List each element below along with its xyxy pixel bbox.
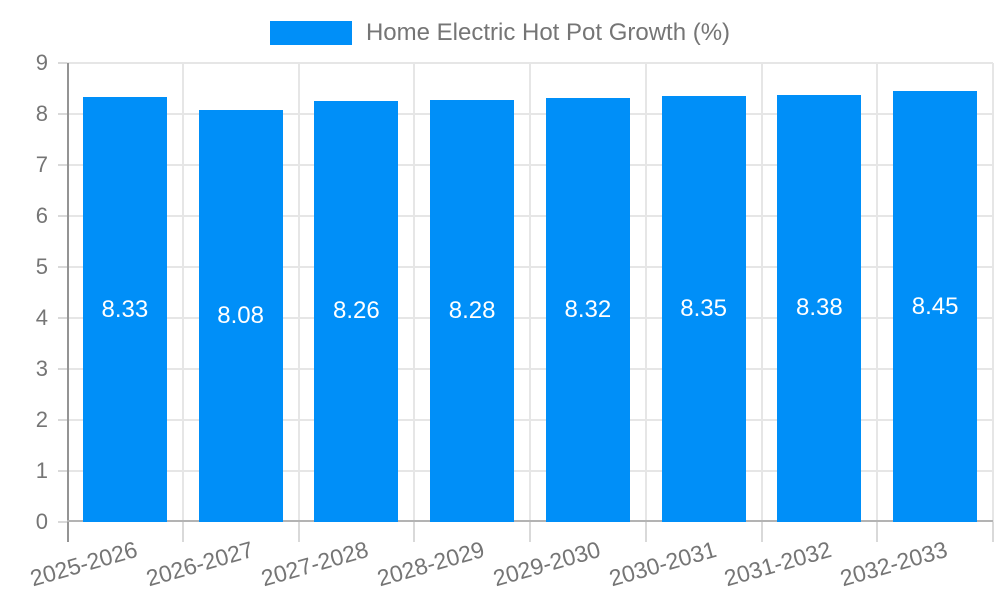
y-tick-label: 4 xyxy=(35,305,48,330)
y-tick-mark xyxy=(58,215,67,217)
y-tick-mark xyxy=(58,368,67,370)
v-gridline xyxy=(644,63,647,522)
bar-2029-2030[interactable] xyxy=(545,97,630,522)
v-gridline xyxy=(760,63,763,522)
x-tick-mark xyxy=(413,522,416,542)
x-tick-mark xyxy=(297,522,300,542)
y-tick-label: 6 xyxy=(35,203,48,228)
bar-2031-2032[interactable] xyxy=(777,94,862,522)
y-tick-label: 7 xyxy=(35,152,48,177)
bar-2030-2031[interactable] xyxy=(661,96,746,522)
y-tick-label: 1 xyxy=(35,458,48,483)
x-tick-mark xyxy=(992,522,994,542)
bar-value-label: 8.35 xyxy=(680,295,727,323)
bar-value-label: 8.33 xyxy=(101,295,149,323)
y-tick-mark xyxy=(58,62,67,64)
x-tick-mark xyxy=(760,522,763,542)
y-tick-label: 8 xyxy=(35,101,48,126)
bar-2032-2033[interactable] xyxy=(893,91,978,522)
bar-2025-2026[interactable] xyxy=(82,97,167,522)
y-tick-mark xyxy=(58,419,67,421)
x-tick-mark xyxy=(181,522,184,542)
legend-label: Home Electric Hot Pot Growth (%) xyxy=(365,19,731,46)
legend[interactable]: Home Electric Hot Pot Growth (%) xyxy=(0,20,1000,46)
y-tick-mark xyxy=(58,164,67,166)
x-tick-label: 2029-2030 xyxy=(490,536,604,592)
bar-2026-2027[interactable] xyxy=(198,109,283,522)
legend-swatch-icon xyxy=(269,21,352,45)
bar-value-label: 8.08 xyxy=(217,301,264,329)
bar-value-label: 8.28 xyxy=(448,296,496,324)
x-tick-label: 2032-2033 xyxy=(837,536,951,592)
y-tick-label: 2 xyxy=(35,407,48,432)
x-tick-mark xyxy=(529,522,531,542)
x-tick-mark xyxy=(876,522,879,542)
x-tick-label: 2026-2027 xyxy=(142,536,256,592)
x-tick-label: 2025-2026 xyxy=(27,536,141,592)
bar-value-label: 8.38 xyxy=(796,294,843,322)
v-gridline xyxy=(297,63,300,522)
v-gridline xyxy=(529,63,531,522)
v-gridline xyxy=(992,63,994,522)
x-tick-label: 2028-2029 xyxy=(374,536,488,592)
y-tick-mark xyxy=(58,521,67,523)
y-tick-mark xyxy=(58,470,67,472)
bar-value-label: 8.26 xyxy=(333,297,380,325)
bar-value-label: 8.32 xyxy=(564,295,612,323)
plot-area: 8.33 8.08 8.26 8.28 8.32 8.35 8.38 8.45 xyxy=(58,62,994,542)
v-gridline xyxy=(181,63,184,522)
x-tick-label: 2027-2028 xyxy=(258,536,372,592)
bar-2028-2029[interactable] xyxy=(430,99,515,522)
y-tick-mark xyxy=(58,266,67,268)
x-tick-label: 2030-2031 xyxy=(605,536,719,592)
bar-2027-2028[interactable] xyxy=(314,100,399,522)
x-tick-label: 2031-2032 xyxy=(721,536,835,592)
y-tick-mark xyxy=(58,113,67,115)
y-tick-label: 5 xyxy=(35,254,48,279)
v-gridline xyxy=(876,63,879,522)
v-gridline xyxy=(413,63,416,522)
x-axis-line xyxy=(67,520,993,522)
x-tick-mark xyxy=(644,522,647,542)
y-tick-label: 9 xyxy=(35,50,48,75)
y-tick-label: 0 xyxy=(35,509,48,534)
bar-value-label: 8.45 xyxy=(911,292,959,320)
y-axis-line xyxy=(67,63,69,542)
y-tick-label: 3 xyxy=(35,356,48,381)
y-tick-mark xyxy=(58,317,67,319)
